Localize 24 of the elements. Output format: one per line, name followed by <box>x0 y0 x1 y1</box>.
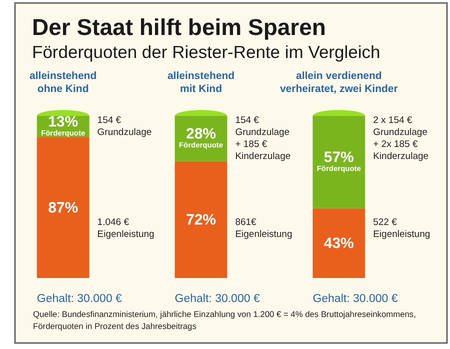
x-tick-label: alleinstehend ohne Kind <box>30 70 97 95</box>
data-label: 43% <box>324 235 354 252</box>
data-label: 57% <box>324 149 354 166</box>
annotation: 154 € Grundzulage + 185 € Kinderzulage <box>235 115 291 162</box>
x-tick-label: allein verdienend verheiratet, zwei Kinder <box>280 70 398 95</box>
text: Gehalt: 30.000 € <box>312 293 398 305</box>
annotation: 861€ Eigenleistung <box>235 217 292 240</box>
data-label: 87% <box>48 200 78 217</box>
bar <box>36 137 90 278</box>
annotation: 522 € Eigenleistung <box>373 217 430 240</box>
data-label: 72% <box>186 212 216 229</box>
chart-title: Der Staat hilft beim Sparen <box>32 14 326 40</box>
x-tick-label: alleinstehend mit Kind <box>167 70 235 95</box>
annotation: 2 x 154 € Grundzulage + 2x 185 € Kinderzulage <box>373 115 429 162</box>
annotation: 1.046 € Eigenleistung <box>97 217 154 240</box>
source-note: Quelle: Bundesfinanzministerium, jährliche Einzahlung von 1.200 € = 4% des Bruttojahreseinkommens, Förderquoten in Prozent des Jahresbeitrags <box>33 309 416 331</box>
annotation: 154 € Grundzulage <box>97 115 152 138</box>
text: Gehalt: 30.000 € <box>36 293 123 305</box>
chart-subtitle: Förderquoten der Riester-Rente im Vergleich <box>32 42 380 62</box>
text: Gehalt: 30.000 € <box>174 293 260 305</box>
data-label: 28% <box>186 126 216 143</box>
bar <box>174 161 228 278</box>
bar <box>312 208 366 278</box>
data-label: 13% <box>48 114 78 131</box>
